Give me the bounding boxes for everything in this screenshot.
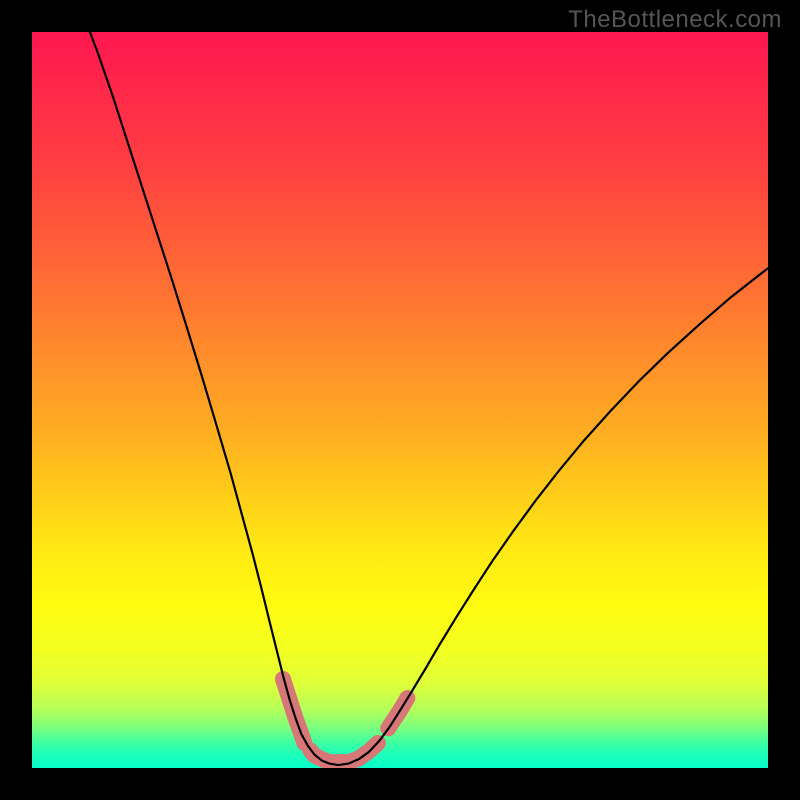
bottleneck-curve-chart (0, 0, 800, 800)
chart-container: TheBottleneck.com (0, 0, 800, 800)
watermark-label: TheBottleneck.com (568, 6, 782, 34)
chart-gradient-background (32, 32, 768, 768)
